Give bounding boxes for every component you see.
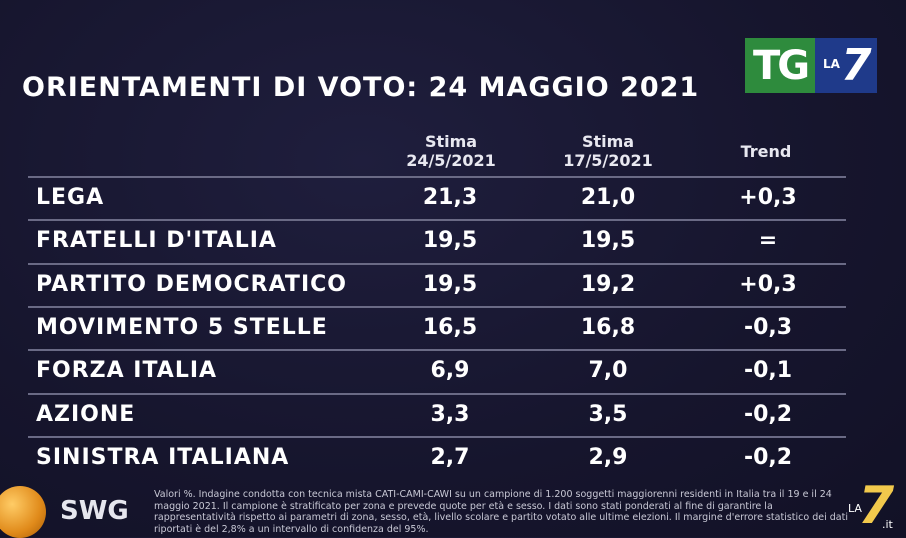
swg-ball-icon: [0, 486, 46, 538]
party-name: SINISTRA ITALIANA: [36, 444, 290, 470]
value-stima-24: 3,3: [430, 401, 470, 427]
value-stima-24: 6,9: [430, 358, 470, 384]
value-stima-24: 16,5: [422, 314, 478, 340]
party-name: MOVIMENTO 5 STELLE: [36, 314, 328, 340]
value-stima-17: 16,8: [580, 314, 636, 340]
value-trend: =: [758, 228, 778, 254]
row-separator: [28, 262, 846, 265]
value-trend: -0,3: [743, 314, 793, 340]
table-row: LEGA 21,3 21,0 +0,3: [28, 176, 846, 218]
column-header-stima-24-label: Stima: [424, 132, 478, 151]
value-stima-24: 19,5: [422, 271, 478, 297]
la7-corner-la: LA: [848, 502, 862, 515]
la7-logo-la: LA: [823, 57, 840, 71]
value-trend: -0,1: [743, 358, 793, 384]
value-stima-17: 3,5: [588, 401, 628, 427]
value-stima-24: 21,3: [422, 185, 478, 210]
swg-logo: SWG: [0, 484, 140, 538]
value-stima-17: 2,9: [588, 444, 628, 470]
party-name: AZIONE: [36, 401, 136, 427]
value-trend: -0,2: [743, 401, 793, 427]
row-separator: [28, 392, 846, 395]
column-header-stima-17-date: 17/5/2021: [563, 151, 653, 170]
value-trend: +0,3: [739, 185, 797, 210]
row-separator: [28, 219, 846, 222]
la7-corner-it: .it: [882, 518, 893, 531]
swg-logo-text: SWG: [60, 496, 129, 526]
page-title: ORIENTAMENTI DI VOTO: 24 MAGGIO 2021: [22, 72, 700, 103]
column-header-trend: Trend: [740, 142, 792, 161]
value-stima-24: 19,5: [422, 228, 478, 254]
row-separator: [28, 435, 846, 438]
la7-logo-seven: 7: [841, 40, 872, 91]
value-stima-17: 21,0: [580, 185, 636, 210]
row-separator: [28, 305, 846, 308]
table-row: MOVIMENTO 5 STELLE 16,5 16,8 -0,3: [28, 305, 846, 348]
la7-logo: LA 7: [815, 38, 877, 93]
value-stima-17: 19,2: [580, 271, 636, 297]
row-separator: [28, 176, 846, 178]
la7-corner-logo: LA 7 .it: [848, 476, 902, 536]
column-header-stima-24: Stima 24/5/2021: [388, 132, 514, 170]
party-name: PARTITO DEMOCRATICO: [36, 271, 347, 297]
column-header-stima-24-date: 24/5/2021: [406, 151, 496, 170]
table-row: SINISTRA ITALIANA 2,7 2,9 -0,2: [28, 435, 846, 478]
value-stima-24: 2,7: [430, 444, 470, 470]
value-stima-17: 7,0: [588, 358, 628, 384]
column-header-stima-17: Stima 17/5/2021: [545, 132, 671, 170]
party-name: FORZA ITALIA: [36, 358, 218, 384]
tg-logo-text: TG: [745, 38, 815, 93]
party-name: FRATELLI D'ITALIA: [36, 228, 277, 254]
value-trend: -0,2: [743, 444, 793, 470]
table-row: AZIONE 3,3 3,5 -0,2: [28, 392, 846, 435]
table-row: FORZA ITALIA 6,9 7,0 -0,1: [28, 349, 846, 391]
party-name: LEGA: [36, 185, 105, 210]
table-row: PARTITO DEMOCRATICO 19,5 19,2 +0,3: [28, 262, 846, 305]
methodology-note: Valori %. Indagine condotta con tecnica …: [154, 489, 848, 535]
value-stima-17: 19,5: [580, 228, 636, 254]
row-separator: [28, 349, 846, 352]
column-header-stima-17-label: Stima: [581, 132, 635, 151]
tg-la7-logo: TG LA 7: [745, 38, 877, 93]
la7-corner-seven: 7: [858, 476, 895, 536]
table-row: FRATELLI D'ITALIA 19,5 19,5 =: [28, 219, 846, 261]
value-trend: +0,3: [739, 271, 797, 297]
